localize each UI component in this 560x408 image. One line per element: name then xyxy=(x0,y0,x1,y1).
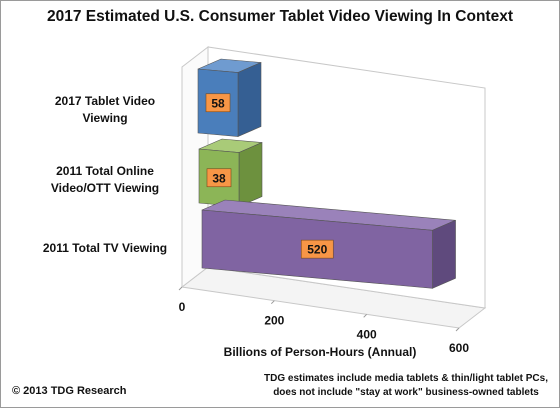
bar-side-online xyxy=(238,142,263,207)
category-label-online: 2011 Total Online Video/OTT Viewing xyxy=(30,163,180,197)
data-label-box-tv xyxy=(300,239,334,259)
data-label-box-tablet xyxy=(205,93,231,113)
data-label-online: 38 xyxy=(212,171,226,185)
copyright-text: © 2013 TDG Research xyxy=(12,385,127,397)
bar-side-tablet xyxy=(237,62,262,137)
x-tick-label: 0 xyxy=(179,300,186,314)
data-label-tv: 520 xyxy=(307,243,327,257)
category-label-tv: 2011 Total TV Viewing xyxy=(30,240,180,257)
category-label-tablet: 2017 Tablet Video Viewing xyxy=(30,93,180,127)
category-label-online-line2: Video/OTT Viewing xyxy=(50,181,160,195)
x-tick-mark xyxy=(270,300,275,305)
x-tick-label: 400 xyxy=(357,327,377,341)
x-tick-mark xyxy=(455,327,460,332)
data-label-box-online xyxy=(206,168,232,188)
data-label-tablet: 58 xyxy=(211,96,225,110)
bar-side-tv xyxy=(432,219,456,289)
footnote-line1: TDG estimates include media tablets & th… xyxy=(264,373,548,384)
category-label-tablet-line1: 2017 Tablet Video xyxy=(54,94,156,108)
category-label-tv-line1: 2011 Total TV Viewing xyxy=(42,241,168,255)
x-tick-mark xyxy=(363,313,368,318)
category-label-tablet-line2: Viewing xyxy=(82,111,128,125)
footnote: TDG estimates include media tablets & th… xyxy=(264,372,548,400)
x-tick-label: 600 xyxy=(449,341,469,355)
category-label-online-line1: 2011 Total Online xyxy=(56,164,154,178)
chart-title: 2017 Estimated U.S. Consumer Tablet Vide… xyxy=(47,8,513,25)
footnote-line2: does not include "stay at work" business… xyxy=(273,387,539,398)
x-axis-label: Billions of Person-Hours (Annual) xyxy=(223,345,417,359)
x-tick-mark xyxy=(178,286,183,291)
x-tick-label: 200 xyxy=(264,314,284,328)
